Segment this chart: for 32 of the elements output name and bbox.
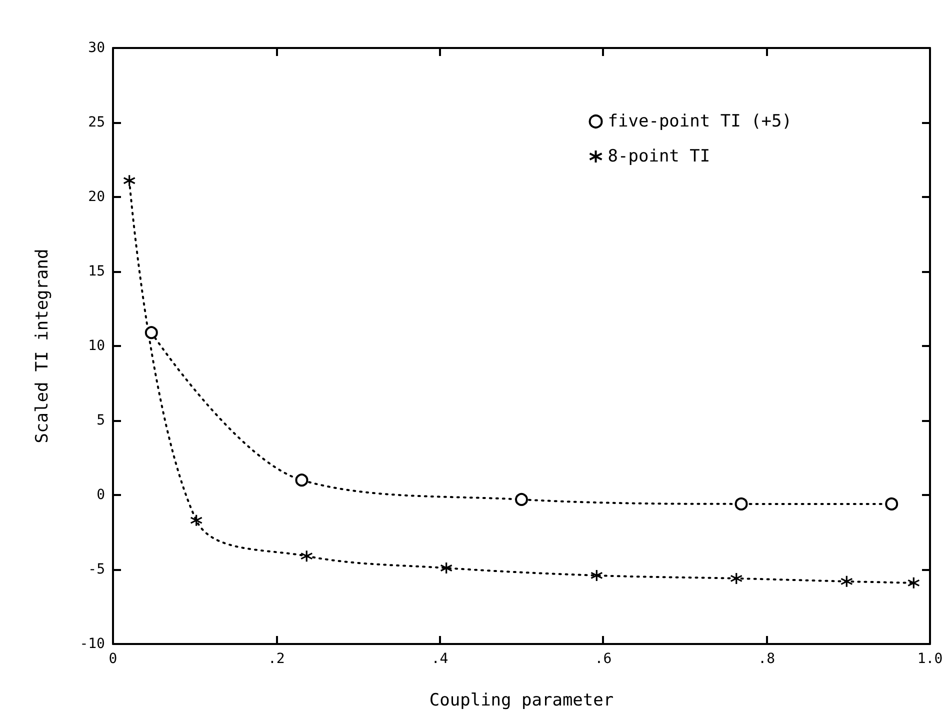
point (907, 576, 920, 590)
x-tick-label: 0 (108, 651, 118, 667)
point (300, 550, 313, 562)
point (734, 497, 748, 510)
y-axis-title: Scaled TI integrand (32, 248, 52, 444)
x-axis-title: Coupling parameter (429, 690, 614, 710)
y-tick-label: 20 (88, 189, 105, 205)
point (885, 497, 898, 510)
point (144, 326, 158, 340)
y-tick-label: -5 (88, 562, 105, 578)
y-tick-label: 25 (88, 114, 105, 130)
y-tick-label: 5 (96, 412, 105, 428)
legend-label: 8-point TI (608, 146, 710, 166)
point (840, 575, 853, 588)
point (440, 562, 453, 574)
point (190, 514, 203, 527)
x-tick-label: 1.0 (917, 651, 943, 667)
y-tick-label: 0 (96, 487, 105, 503)
point (590, 569, 603, 582)
x-tick-label: .4 (431, 651, 448, 667)
x-tick-label: .6 (594, 651, 612, 667)
point (730, 572, 743, 585)
legend-label: five-point TI (+5) (608, 112, 792, 132)
point (123, 174, 136, 187)
y-tick-label: 30 (88, 40, 105, 56)
x-tick-label: .8 (758, 651, 776, 667)
y-tick-label: -10 (80, 636, 105, 652)
y-tick-label: 15 (88, 264, 105, 280)
x-tick-label: .2 (268, 651, 285, 667)
y-tick-label: 10 (88, 338, 105, 354)
point (515, 492, 528, 506)
point (295, 474, 308, 487)
